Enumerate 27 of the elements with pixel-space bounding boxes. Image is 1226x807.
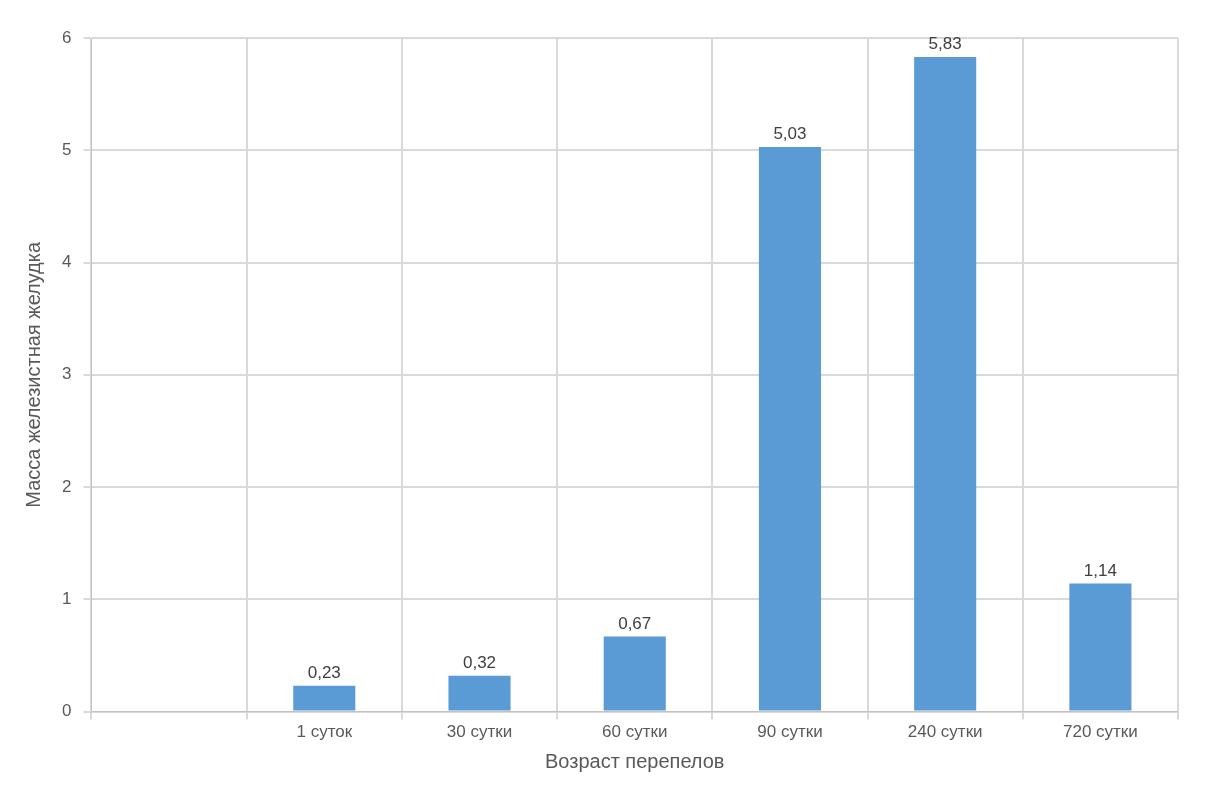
data-label: 0,32 (462, 652, 497, 672)
x-tick-label: 720 сутки (1062, 722, 1138, 742)
data-label: 0,67 (618, 613, 652, 633)
x-tick-label: 30 сутки (446, 722, 513, 742)
x-tick-label: 90 сутки (757, 722, 823, 742)
y-tick-label: 6 (61, 27, 72, 47)
data-label: 1,14 (1083, 560, 1117, 580)
y-tick-label: 5 (61, 139, 72, 159)
y-tick-label: 2 (61, 476, 72, 496)
data-label: 5,83 (928, 34, 962, 54)
bar (448, 675, 511, 711)
y-tick-label: 1 (61, 589, 72, 609)
x-tick-label: 1 суток (296, 722, 353, 742)
y-tick-label: 3 (61, 364, 72, 384)
y-tick-label: 4 (61, 252, 72, 272)
x-tick-label: 240 сутки (907, 722, 983, 742)
data-label: 0,23 (307, 662, 341, 682)
x-axis-title: Возраст перепелов (544, 749, 725, 772)
y-axis-title: Масса железистная желудка (21, 241, 44, 508)
data-label: 5,03 (773, 124, 807, 144)
bar (914, 57, 977, 711)
y-tick-label: 0 (61, 701, 72, 721)
bar (1069, 583, 1132, 711)
bar (758, 146, 821, 711)
bar (293, 685, 356, 711)
x-tick-label: 60 сутки (602, 722, 668, 742)
bar (603, 636, 666, 711)
